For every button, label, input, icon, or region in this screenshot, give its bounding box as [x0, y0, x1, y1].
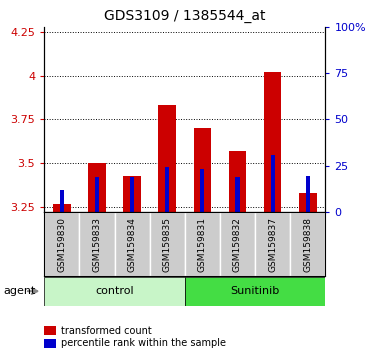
Bar [200, 169, 204, 212]
Text: GSM159835: GSM159835 [163, 217, 172, 272]
Text: agent: agent [4, 286, 36, 296]
Text: GSM159834: GSM159834 [127, 217, 137, 272]
Bar [271, 155, 275, 212]
Bar [299, 193, 316, 212]
Bar [150, 212, 185, 276]
Bar [60, 190, 64, 212]
Bar [53, 204, 70, 212]
Text: GSM159833: GSM159833 [92, 217, 102, 272]
Bar [44, 326, 55, 335]
Bar [220, 212, 255, 276]
Text: control: control [95, 286, 134, 296]
Bar [88, 163, 106, 212]
Bar [264, 72, 281, 212]
Bar [229, 151, 246, 212]
Text: percentile rank within the sample: percentile rank within the sample [61, 338, 226, 348]
Text: Sunitinib: Sunitinib [231, 286, 280, 296]
Bar [165, 167, 169, 212]
Bar [306, 176, 310, 212]
Bar [290, 212, 325, 276]
Text: GSM159830: GSM159830 [57, 217, 66, 272]
Bar [235, 177, 239, 212]
Text: GSM159832: GSM159832 [233, 217, 242, 272]
Bar [44, 277, 185, 306]
Text: GSM159838: GSM159838 [303, 217, 312, 272]
Text: GSM159837: GSM159837 [268, 217, 277, 272]
Bar [130, 177, 134, 212]
Bar [95, 177, 99, 212]
Bar [159, 105, 176, 212]
Bar [185, 212, 220, 276]
Bar [255, 212, 290, 276]
Bar [185, 277, 325, 306]
Bar [123, 176, 141, 212]
Bar [44, 339, 55, 348]
Text: GSM159831: GSM159831 [198, 217, 207, 272]
Bar [115, 212, 150, 276]
Bar [79, 212, 115, 276]
Bar [194, 128, 211, 212]
Text: transformed count: transformed count [61, 326, 152, 336]
Bar [44, 212, 79, 276]
Text: GDS3109 / 1385544_at: GDS3109 / 1385544_at [104, 9, 266, 23]
